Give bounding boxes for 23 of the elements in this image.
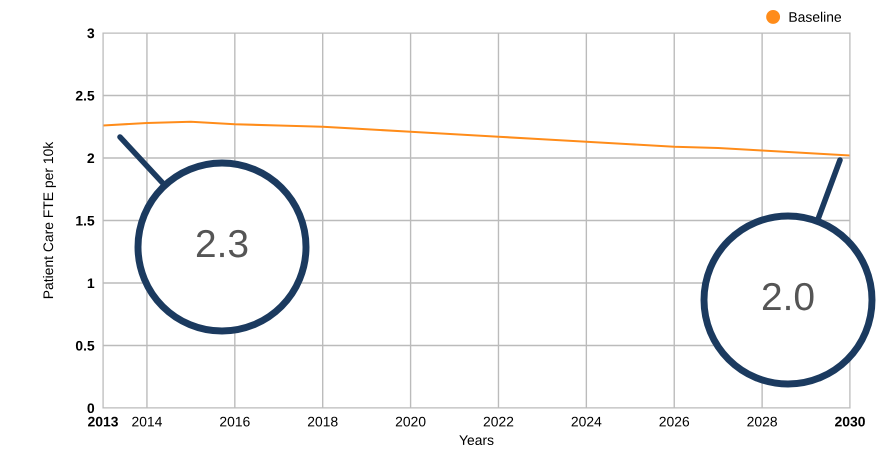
x-axis-title: Years (459, 435, 494, 446)
annotation: 2.0 (762, 282, 814, 310)
x-tick-label: 2026 (659, 416, 690, 427)
x-tick-label: 2022 (484, 416, 514, 427)
y-tick-label: 1 (88, 278, 94, 288)
line-series (103, 120, 850, 157)
y-tick-label: 0 (87, 403, 94, 414)
x-tick-label: 2028 (747, 416, 777, 427)
y-tick-label: 0.5 (76, 340, 94, 351)
y-tick-label: 3 (87, 28, 94, 38)
x-tick-label: 2018 (308, 416, 338, 427)
x-tick-label: 2014 (132, 416, 162, 427)
annotation: 2.3 (196, 230, 248, 258)
y-axis-title: Patient Care FTE per 10k (42, 142, 56, 298)
x-tick-label: 2030 (835, 416, 865, 427)
y-tick-label: 1.5 (76, 216, 94, 226)
x-tick-label: 2013 (88, 416, 118, 427)
y-tick-label: 2 (87, 153, 94, 164)
legend-label: Baseline (790, 12, 842, 22)
x-tick-label: 2020 (396, 416, 426, 427)
x-tick-label: 2024 (572, 416, 602, 427)
y-tick-label: 2.5 (76, 90, 94, 101)
x-tick-label: 2016 (220, 416, 250, 427)
